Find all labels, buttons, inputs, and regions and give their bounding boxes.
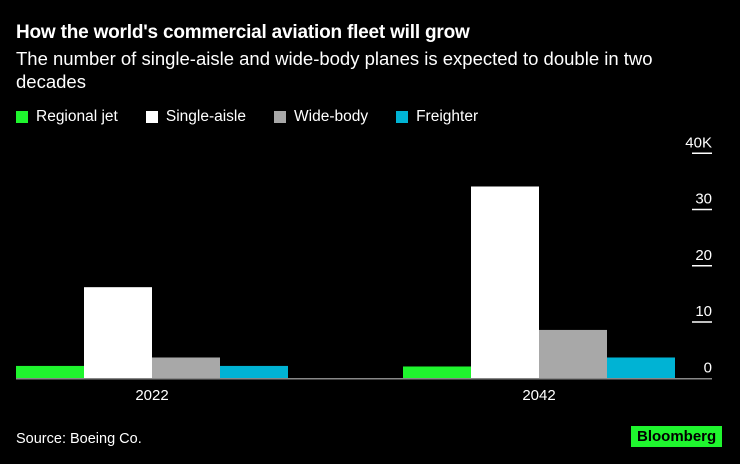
legend-item-regional-jet: Regional jet <box>16 108 118 126</box>
source-note: Source: Boeing Co. <box>16 431 142 447</box>
y-tick-label: 30 <box>695 191 712 208</box>
legend: Regional jet Single-aisle Wide-body Frei… <box>16 108 478 126</box>
legend-label: Regional jet <box>36 108 118 125</box>
bloomberg-logo: Bloomberg <box>631 426 723 447</box>
legend-label: Freighter <box>416 108 479 125</box>
bar-single-aisle-2042 <box>471 186 539 379</box>
y-tick-label: 0 <box>704 359 712 376</box>
legend-swatch <box>274 111 286 123</box>
legend-item-freighter: Freighter <box>396 108 478 126</box>
bar-single-aisle-2022 <box>84 287 152 379</box>
x-tick-label: 2022 <box>135 387 168 404</box>
legend-item-wide-body: Wide-body <box>274 108 368 126</box>
legend-label: Single-aisle <box>165 108 246 125</box>
legend-swatch <box>16 111 28 123</box>
bar-freighter-2042 <box>607 357 675 379</box>
y-tick-label: 20 <box>695 247 712 264</box>
bar-regional-jet-2042 <box>403 366 471 379</box>
bar-wide-body-2022 <box>152 357 220 379</box>
legend-label: Wide-body <box>294 108 369 125</box>
legend-swatch <box>145 111 158 123</box>
legend-swatch <box>396 111 409 123</box>
x-tick-label: 2042 <box>522 387 555 404</box>
bar-freighter-2022 <box>220 365 288 379</box>
chart-title: How the world's commercial aviation flee… <box>16 22 470 43</box>
chart-subtitle: The number of single-aisle and wide-body… <box>16 48 653 92</box>
y-tick-label: 10 <box>695 303 712 320</box>
legend-item-single-aisle: Single-aisle <box>145 108 246 126</box>
bar-wide-body-2042 <box>539 329 607 379</box>
y-tick-label: 40K <box>685 134 712 151</box>
bar-regional-jet-2022 <box>16 365 84 379</box>
